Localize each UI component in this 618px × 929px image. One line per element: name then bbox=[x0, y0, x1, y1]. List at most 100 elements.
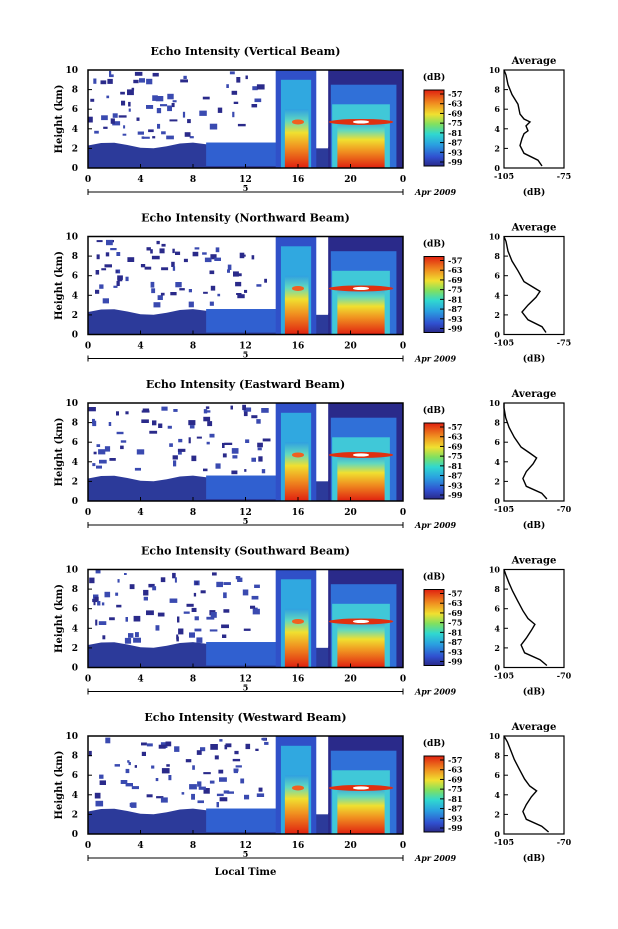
weak-echo-patch bbox=[217, 107, 223, 113]
weak-echo-patch bbox=[148, 129, 154, 133]
y-axis-label: Height (km) bbox=[54, 85, 65, 154]
weak-echo-patch bbox=[97, 601, 101, 606]
colorbar-unit: (dB) bbox=[423, 405, 445, 416]
weak-echo-patch bbox=[161, 131, 166, 135]
weak-echo-patch bbox=[152, 586, 157, 591]
weak-echo-patch bbox=[258, 787, 263, 792]
y-tick-label: 10 bbox=[65, 233, 78, 243]
x-tick-label: 8 bbox=[190, 841, 196, 851]
colorbar-tick-label: -99 bbox=[448, 324, 463, 334]
colorbar-tick-label: -87 bbox=[448, 804, 462, 814]
average-frame bbox=[503, 735, 565, 835]
weak-echo-patch bbox=[179, 288, 185, 291]
weak-echo-patch bbox=[196, 637, 203, 643]
weak-echo-patch bbox=[88, 407, 96, 412]
weak-echo-patch bbox=[109, 458, 116, 461]
y-tick-label: 0 bbox=[72, 830, 78, 840]
weak-echo-patch bbox=[167, 105, 172, 112]
average-profile-line bbox=[503, 569, 548, 667]
date-label: 5 bbox=[243, 350, 249, 360]
weak-echo-patch bbox=[199, 110, 207, 116]
weak-echo-patch bbox=[143, 589, 149, 596]
x-tick-label: 4 bbox=[137, 508, 143, 518]
x-tick-label: 20 bbox=[344, 508, 357, 518]
weak-echo-patch bbox=[219, 739, 223, 742]
weak-echo-patch bbox=[191, 793, 195, 800]
weak-echo-patch bbox=[94, 596, 99, 601]
weak-echo-patch bbox=[159, 248, 165, 254]
average-title: Average bbox=[511, 556, 557, 567]
weak-echo-patch bbox=[157, 612, 165, 617]
weak-echo-patch bbox=[256, 419, 261, 424]
weak-echo-patch bbox=[152, 136, 156, 139]
y-tick-label: 8 bbox=[72, 752, 78, 762]
colorbar-tick-label: -99 bbox=[448, 657, 463, 667]
weak-echo-patch bbox=[210, 744, 218, 750]
x-tick-label: 0 bbox=[400, 175, 406, 185]
weak-echo-patch bbox=[223, 609, 230, 613]
colorbar-tick-label: -99 bbox=[448, 157, 463, 167]
weak-echo-patch bbox=[96, 465, 102, 469]
x-tick-label: 0 bbox=[85, 508, 91, 518]
convective-tower-core bbox=[284, 442, 309, 501]
weak-echo-patch bbox=[255, 748, 259, 751]
echo-gap-low bbox=[316, 481, 329, 501]
bright-band-peak bbox=[353, 286, 369, 291]
average-x-tick-label: -105 bbox=[494, 338, 514, 348]
date-label: 5 bbox=[243, 683, 249, 693]
weak-echo-patch bbox=[98, 449, 106, 455]
panel-title: Echo Intensity (Eastward Beam) bbox=[146, 378, 345, 391]
weak-echo-patch bbox=[256, 84, 265, 90]
average-x-tick-label: -105 bbox=[494, 837, 514, 847]
weak-echo-patch bbox=[203, 788, 210, 794]
weak-echo-patch bbox=[146, 610, 154, 616]
average-y-tick-label: 8 bbox=[494, 751, 500, 761]
weak-echo-patch bbox=[99, 459, 107, 464]
weak-echo-patch bbox=[222, 453, 227, 458]
average-profile-line bbox=[503, 69, 543, 167]
weak-echo-patch bbox=[233, 768, 239, 772]
colorbar-tick-label: -87 bbox=[448, 471, 462, 481]
panel-3: Echo Intensity (Southward Beam)0246810He… bbox=[54, 545, 572, 698]
weak-echo-patch bbox=[237, 273, 242, 277]
average-y-tick-label: 8 bbox=[494, 251, 500, 261]
x-tick-label: 12 bbox=[239, 508, 252, 518]
y-tick-label: 0 bbox=[72, 331, 78, 341]
weak-echo-patch bbox=[194, 247, 200, 250]
weak-echo-patch bbox=[118, 115, 127, 118]
x-tick-label: 0 bbox=[400, 508, 406, 518]
y-tick-label: 4 bbox=[72, 291, 78, 301]
colorbar-tick-label: -87 bbox=[448, 138, 462, 148]
weak-echo-patch bbox=[143, 596, 148, 601]
average-y-tick-label: 10 bbox=[489, 731, 501, 741]
colorbar-tick-label: -69 bbox=[448, 108, 463, 118]
weak-echo-patch bbox=[137, 131, 144, 135]
x-axis-label: Local Time bbox=[215, 867, 277, 878]
weak-echo-patch bbox=[203, 416, 211, 422]
average-y-tick-label: 10 bbox=[489, 398, 501, 408]
weak-echo-patch bbox=[110, 248, 117, 251]
colorbar-tick-label: -63 bbox=[448, 765, 463, 775]
weak-echo-patch bbox=[160, 104, 168, 107]
panel-title: Echo Intensity (Westward Beam) bbox=[144, 711, 346, 724]
average-frame bbox=[503, 235, 565, 336]
weak-echo-patch bbox=[160, 797, 168, 803]
colorbar-tick-label: -69 bbox=[448, 275, 463, 285]
panel-title: Echo Intensity (Vertical Beam) bbox=[150, 45, 340, 58]
weak-echo-patch bbox=[232, 758, 241, 762]
weak-echo-patch bbox=[237, 577, 243, 582]
weak-echo-patch bbox=[99, 780, 106, 785]
weak-echo-patch bbox=[105, 737, 111, 744]
weak-echo-patch bbox=[222, 634, 227, 638]
average-x-tick-label: -75 bbox=[557, 338, 571, 348]
colorbar-tick-label: -99 bbox=[448, 490, 463, 500]
weak-echo-patch bbox=[181, 792, 185, 795]
weak-echo-patch bbox=[109, 74, 114, 78]
weak-echo-patch bbox=[131, 786, 139, 790]
month-label: Apr 2009 bbox=[414, 187, 457, 197]
colorbar bbox=[423, 755, 445, 833]
average-y-tick-label: 2 bbox=[494, 643, 500, 653]
weak-echo-patch bbox=[116, 604, 122, 608]
weak-echo-patch bbox=[125, 276, 129, 282]
weak-echo-patch bbox=[128, 108, 131, 112]
